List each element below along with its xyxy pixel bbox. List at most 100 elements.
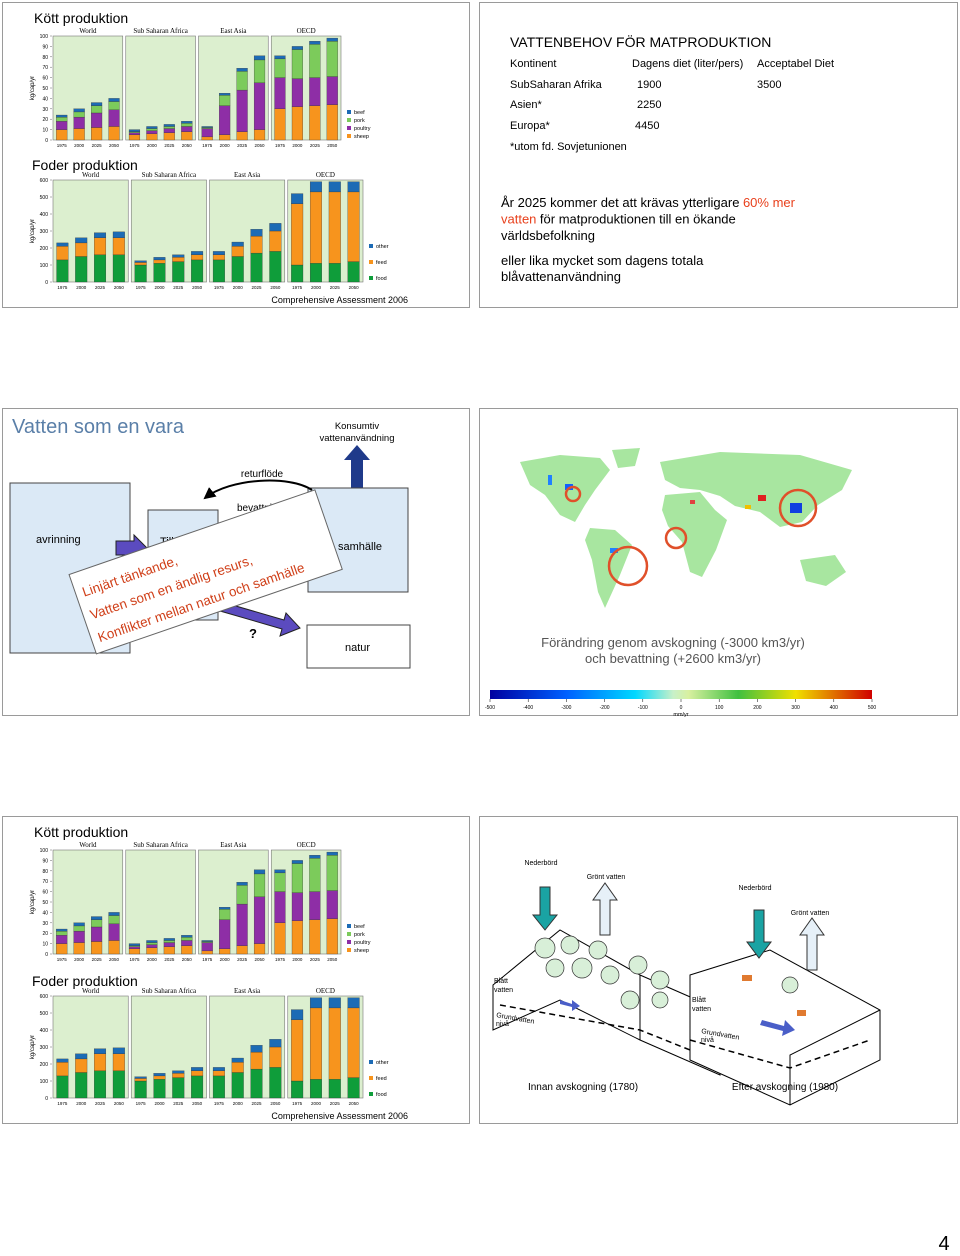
bar-segment xyxy=(146,128,158,131)
legend-label: poultry xyxy=(354,940,371,946)
bar-segment xyxy=(347,1007,360,1078)
spot xyxy=(548,475,552,485)
bar-segment xyxy=(250,1051,263,1070)
bar-segment xyxy=(91,919,103,928)
colorbar-tick-label: 300 xyxy=(791,705,800,711)
colorbar-tick-label: -200 xyxy=(600,705,610,711)
bar-segment xyxy=(269,1046,282,1068)
bar-segment xyxy=(181,121,193,124)
bar-segment xyxy=(56,930,68,936)
paragraph-line: vatten för matproduktionen till en ökande xyxy=(501,212,736,227)
table-header: Kontinent xyxy=(510,58,556,70)
label: samhälle xyxy=(338,541,382,553)
arrow xyxy=(799,917,825,971)
slide-title: Vatten som en vara xyxy=(12,416,185,438)
x-tick-label: 1975 xyxy=(275,957,286,962)
bar-segment xyxy=(236,945,248,955)
x-tick-label: 2050 xyxy=(349,285,360,290)
panel-title: OECD xyxy=(297,27,316,35)
x-tick-label: 2050 xyxy=(109,957,120,962)
colorbar-tick-label: -300 xyxy=(561,705,571,711)
x-tick-label: 2025 xyxy=(173,1101,184,1106)
bar-segment xyxy=(56,1058,69,1063)
x-tick-label: 1975 xyxy=(202,957,213,962)
bar-segment xyxy=(75,256,88,283)
bar-segment xyxy=(328,191,341,264)
bar-segment xyxy=(73,942,85,955)
bar-segment xyxy=(236,71,248,91)
bar-segment xyxy=(108,915,120,924)
bar-segment xyxy=(347,261,360,283)
bar-segment xyxy=(253,869,266,875)
bar-segment xyxy=(146,130,158,134)
y-tick-label: 200 xyxy=(40,246,49,252)
text-segment: världsbefolkning xyxy=(501,228,595,243)
spot xyxy=(610,548,618,553)
x-tick-label: 2050 xyxy=(270,1101,281,1106)
legend-swatch xyxy=(369,1092,373,1096)
legend-label: other xyxy=(376,1060,389,1066)
bar-segment xyxy=(347,181,360,193)
bar-segment xyxy=(91,916,103,920)
bar-segment xyxy=(231,241,244,247)
bar-segment xyxy=(73,108,85,113)
bar-segment xyxy=(236,885,248,905)
bar-segment xyxy=(191,1067,204,1071)
y-tick-label: 100 xyxy=(40,1079,49,1085)
bar-segment xyxy=(73,925,85,932)
land xyxy=(662,492,727,577)
bar-segment xyxy=(309,855,321,859)
trees xyxy=(534,935,799,1010)
bar-segment xyxy=(253,896,266,944)
x-tick-label: 2050 xyxy=(182,957,193,962)
bar-segment xyxy=(172,1077,185,1099)
bar-segment xyxy=(212,1070,225,1077)
footnote: *utom fd. Sovjetunionen xyxy=(510,141,627,153)
y-tick-label: 90 xyxy=(42,858,48,864)
bar-segment xyxy=(291,193,304,204)
colorbar-tick-label: -500 xyxy=(485,705,495,711)
bar-segment xyxy=(181,131,193,141)
land xyxy=(800,555,846,586)
bar-segment xyxy=(201,942,213,952)
bar-segment xyxy=(73,930,85,943)
bar-segment xyxy=(212,251,225,255)
panel-title: OECD xyxy=(297,841,316,849)
x-tick-label: 1975 xyxy=(275,143,286,148)
label: vatten xyxy=(692,1006,711,1013)
bar-segment xyxy=(128,943,141,946)
y-tick-label: 300 xyxy=(40,229,49,235)
table-cell: Asien* xyxy=(510,99,543,111)
x-tick-label: 2000 xyxy=(220,957,231,962)
x-tick-label: 2025 xyxy=(95,1101,106,1106)
arrow xyxy=(746,909,772,959)
arrow xyxy=(203,479,313,500)
bar-segment xyxy=(309,1079,322,1099)
x-tick-label: 2025 xyxy=(92,957,103,962)
legend-swatch xyxy=(347,940,351,944)
bar-segment xyxy=(201,136,213,141)
panel-title: World xyxy=(79,27,97,35)
bar-segment xyxy=(309,263,322,283)
legend-label: beef xyxy=(354,110,365,116)
x-tick-label: 2050 xyxy=(327,957,338,962)
y-tick-label: 100 xyxy=(40,263,49,269)
y-tick-label: 30 xyxy=(42,107,48,113)
y-tick-label: 90 xyxy=(42,44,48,50)
bar-segment xyxy=(108,109,120,127)
x-tick-label: 2050 xyxy=(255,957,266,962)
slide-subtitle: Foder produktion xyxy=(32,973,138,989)
bar-segment xyxy=(94,232,107,238)
water-table xyxy=(499,1004,716,1061)
highlight xyxy=(664,526,688,550)
bar-segment xyxy=(219,909,231,920)
x-tick-label: 1975 xyxy=(129,143,140,148)
x-tick-label: 2050 xyxy=(327,143,338,148)
slide-frame xyxy=(479,2,958,308)
arrow xyxy=(560,1000,580,1011)
bar-segment xyxy=(328,997,341,1009)
bar-segment xyxy=(326,37,338,42)
text-segment: vatten xyxy=(501,212,536,227)
bar-segment xyxy=(212,1075,225,1099)
